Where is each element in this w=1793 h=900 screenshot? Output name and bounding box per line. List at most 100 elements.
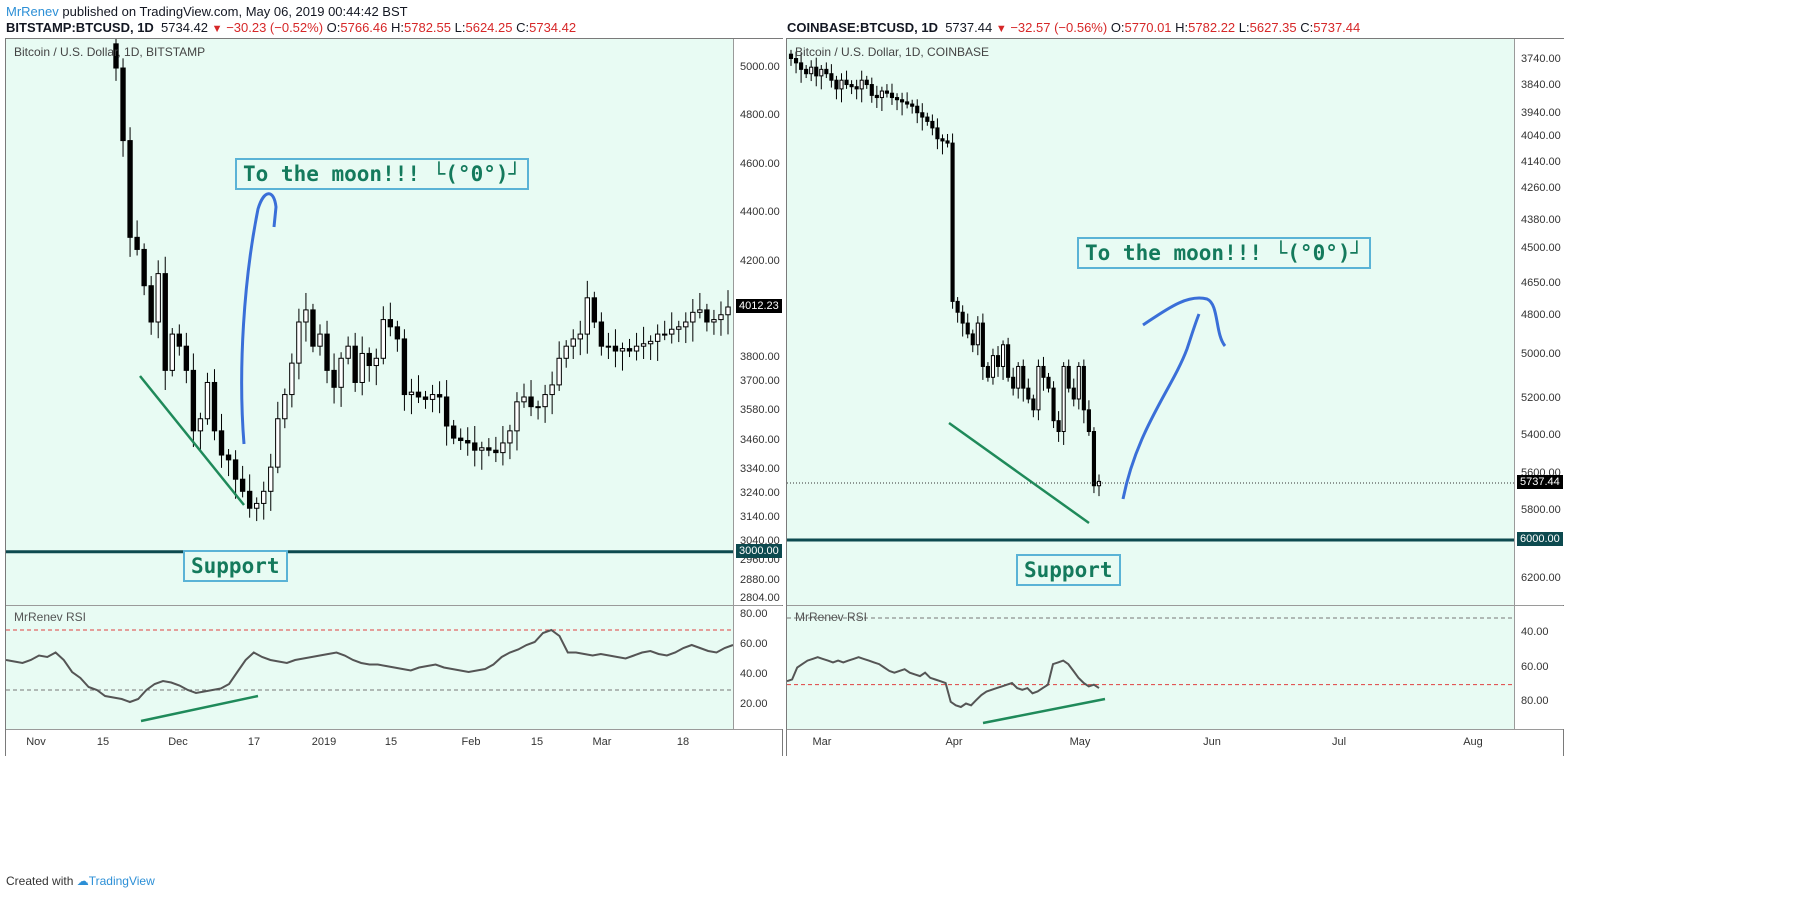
left-candle xyxy=(472,426,478,467)
right-candle xyxy=(950,133,955,309)
left-candle xyxy=(324,320,330,384)
left-candle xyxy=(183,332,190,384)
right-chart-pane[interactable]: Bitcoin / U.S. Dollar, 1D, COINBASE To t… xyxy=(786,38,1564,756)
right-candle xyxy=(814,57,819,87)
left-candle xyxy=(387,302,394,337)
right-candle xyxy=(975,316,980,356)
right-candle xyxy=(869,77,874,103)
left-price-tick: 3240.00 xyxy=(740,486,780,499)
left-candle xyxy=(134,220,140,256)
left-moon-arrow[interactable] xyxy=(240,192,278,445)
right-candle xyxy=(1046,372,1051,393)
left-price-tick: 4600.00 xyxy=(740,157,780,170)
left-candle xyxy=(528,380,534,417)
right-candle xyxy=(799,53,804,83)
left-candle xyxy=(401,329,408,411)
right-rsi-trend-line[interactable] xyxy=(982,697,1106,725)
left-time-axis[interactable]: Nov 15 Dec 17 2019 15 Feb 15 Mar 18 xyxy=(6,729,782,756)
right-price-axis[interactable]: 3740.00 3840.00 3940.00 4040.00 4140.00 4260.… xyxy=(1514,39,1564,605)
right-rsi-panel[interactable]: MrRenev RSI xyxy=(787,606,1514,729)
left-time-tick: 17 xyxy=(247,736,261,748)
right-moon-callout[interactable]: To the moon!!! └(°0°)┘ xyxy=(1077,237,1372,269)
right-high: 5782.22 xyxy=(1188,20,1236,35)
left-down-arrow-icon: ▼ xyxy=(211,23,223,35)
right-candle xyxy=(1076,362,1081,410)
left-candle xyxy=(275,401,281,474)
right-candle xyxy=(920,103,925,131)
right-trend-line[interactable] xyxy=(948,421,1090,525)
right-candle xyxy=(854,79,859,100)
right-candle xyxy=(1041,356,1046,391)
left-support-callout[interactable]: Support xyxy=(183,550,288,582)
left-candle xyxy=(190,353,197,448)
left-chart-pane[interactable]: Bitcoin / U.S. Dollar, 1D, BITSTAMP To t… xyxy=(5,38,783,756)
right-support-callout[interactable]: Support xyxy=(1016,554,1121,586)
left-moon-callout[interactable]: To the moon!!! └(°0°)┘ xyxy=(235,158,530,190)
right-candle xyxy=(930,114,935,136)
left-rsi-svg xyxy=(6,628,733,723)
right-low: 5627.35 xyxy=(1249,20,1297,35)
left-trend-line[interactable] xyxy=(139,375,245,506)
right-time-tick: Jun xyxy=(1203,736,1221,748)
left-candle xyxy=(113,39,119,81)
right-price-tick: 5400.00 xyxy=(1521,429,1561,441)
publish-info: published on TradingView.com, May 06, 20… xyxy=(62,4,408,19)
right-price-plot[interactable]: Bitcoin / U.S. Dollar, 1D, COINBASE To t… xyxy=(787,39,1514,605)
right-candle xyxy=(960,305,965,337)
left-price-tick: 4400.00 xyxy=(740,206,780,219)
right-candle xyxy=(1086,400,1091,436)
tradingview-link[interactable]: TradingView xyxy=(88,874,155,888)
left-candle xyxy=(690,299,696,342)
left-candle xyxy=(640,326,647,360)
left-symbol: BITSTAMP:BTCUSD, 1D xyxy=(6,20,154,35)
left-candle xyxy=(704,303,710,332)
right-moon-arrow-head[interactable] xyxy=(1142,296,1227,347)
right-candle xyxy=(804,65,809,79)
right-rsi-tick: 60.00 xyxy=(1521,660,1549,673)
right-candle xyxy=(955,297,960,323)
left-candle xyxy=(331,353,337,404)
left-candle xyxy=(718,301,724,336)
right-time-axis[interactable]: Mar Apr May Jun Jul Aug xyxy=(787,729,1563,756)
left-rsi-tick: 60.00 xyxy=(740,638,768,650)
left-price-plot[interactable]: Bitcoin / U.S. Dollar, 1D, BITSTAMP To t… xyxy=(6,39,733,605)
right-price-tick: 4650.00 xyxy=(1521,277,1561,289)
right-price-label: 5737.44 xyxy=(1517,475,1563,489)
right-rsi-axis: 40.00 60.00 80.00 xyxy=(1514,606,1564,729)
left-candle xyxy=(317,324,323,356)
left-rsi-trend-line[interactable] xyxy=(140,694,259,723)
left-candle xyxy=(535,400,541,420)
author-link[interactable]: MrRenev xyxy=(6,4,59,19)
left-candle xyxy=(465,427,471,456)
right-last: 5737.44 xyxy=(945,20,993,35)
left-candle xyxy=(676,320,682,343)
left-candle xyxy=(605,332,612,360)
right-candle xyxy=(945,133,950,148)
left-candle xyxy=(289,353,295,408)
right-price-tick: 3940.00 xyxy=(1521,107,1561,119)
left-candle xyxy=(612,329,619,368)
left-price-axis[interactable]: 5000.00 4800.00 4600.00 4400.00 4200.00 3800.… xyxy=(733,39,783,605)
left-price-tick: 4800.00 xyxy=(740,109,780,122)
left-candle xyxy=(683,312,689,344)
right-time-tick: Aug xyxy=(1463,736,1483,748)
left-candle xyxy=(584,280,590,354)
right-time-tick: Jul xyxy=(1331,736,1347,748)
left-close: 5734.42 xyxy=(529,20,577,35)
right-candle xyxy=(849,80,854,95)
left-rsi-panel[interactable]: MrRenev RSI xyxy=(6,606,733,729)
left-rsi-tick: 40.00 xyxy=(740,668,768,680)
right-rsi-title: MrRenev RSI xyxy=(795,610,868,624)
left-time-tick: Mar xyxy=(592,736,612,748)
right-candle xyxy=(844,70,849,89)
left-high: 5782.55 xyxy=(404,20,452,35)
right-time-tick: Mar xyxy=(812,736,832,748)
tradingview-logo-icon[interactable]: ☁ xyxy=(76,874,89,888)
right-candle xyxy=(1091,427,1097,494)
left-candle xyxy=(563,340,569,368)
right-moon-arrow[interactable] xyxy=(1121,313,1201,500)
right-change: −32.57 (−0.56%) xyxy=(1010,20,1108,35)
left-candle xyxy=(261,481,267,520)
left-candle xyxy=(176,324,182,356)
right-time-tick: Apr xyxy=(945,736,963,748)
